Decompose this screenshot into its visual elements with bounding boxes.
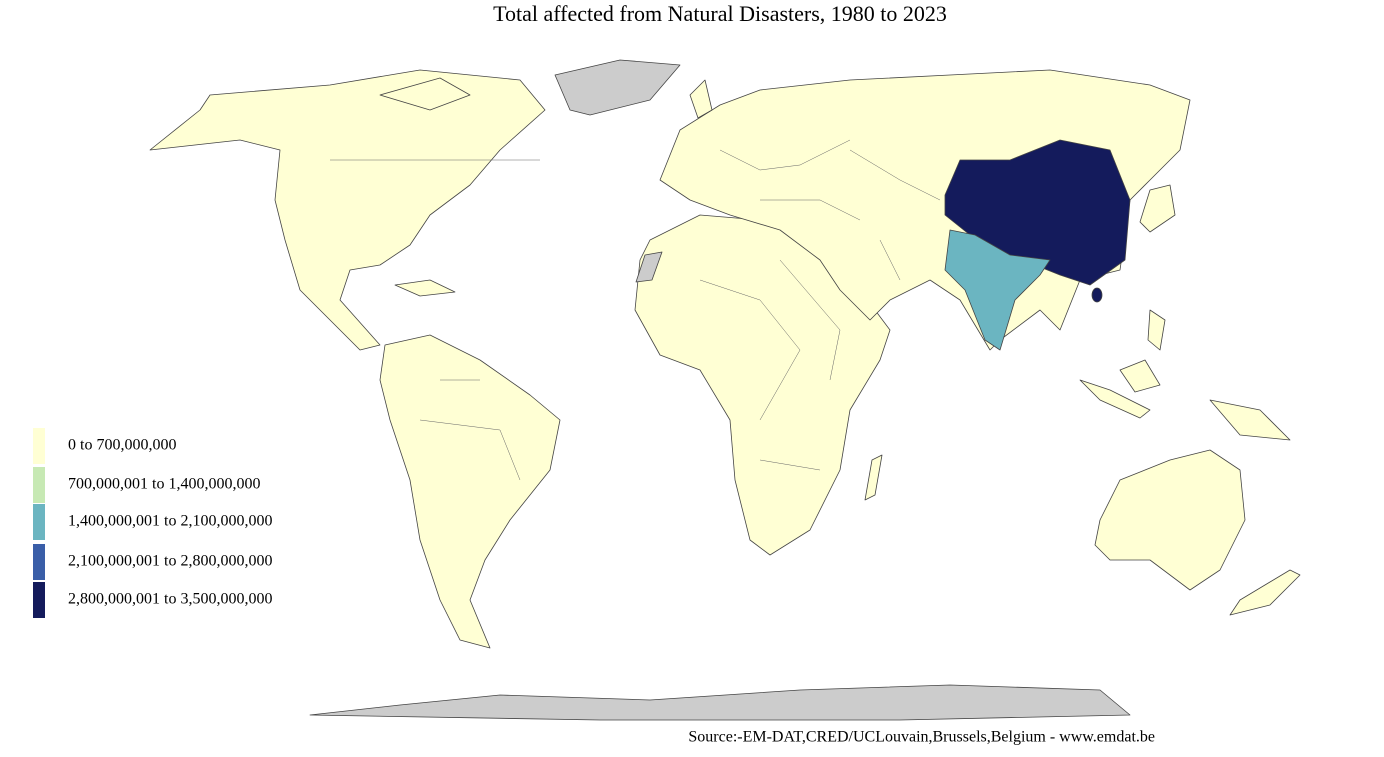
region — [1079, 379, 1151, 419]
region — [635, 251, 663, 283]
map-title: Total affected from Natural Disasters, 1… — [493, 1, 947, 26]
source-note: Source:-EM-DAT,CRED/UCLouvain,Brussels,B… — [688, 729, 1155, 746]
region — [944, 229, 1051, 351]
world-map — [149, 59, 1301, 721]
legend-label: 2,800,000,001 to 3,500,000,000 — [68, 591, 272, 608]
region — [1139, 184, 1176, 233]
region — [379, 77, 471, 111]
legend-label: 2,100,000,001 to 2,800,000,000 — [68, 553, 272, 570]
region — [554, 59, 681, 116]
border — [330, 139, 941, 481]
legend-label: 0 to 700,000,000 — [68, 437, 176, 454]
legend: 0 to 700,000,000 700,000,001 to 1,400,000… — [33, 428, 272, 618]
region — [1091, 287, 1103, 303]
region — [1147, 309, 1166, 351]
region — [379, 334, 561, 649]
legend-label: 700,000,001 to 1,400,000,000 — [68, 476, 260, 493]
region — [1209, 399, 1291, 441]
region — [149, 69, 546, 351]
legend-swatch — [33, 428, 45, 464]
legend-swatch — [33, 544, 45, 580]
legend-label: 1,400,000,001 to 2,100,000,000 — [68, 513, 272, 530]
region — [309, 684, 1131, 721]
region — [1094, 449, 1246, 591]
region — [1119, 359, 1161, 393]
region — [689, 79, 713, 119]
region — [864, 454, 883, 501]
region — [1229, 569, 1301, 616]
region — [659, 69, 1191, 351]
legend-swatch — [33, 582, 45, 618]
region — [394, 279, 456, 297]
legend-swatch — [33, 504, 45, 540]
legend-swatch — [33, 467, 45, 503]
